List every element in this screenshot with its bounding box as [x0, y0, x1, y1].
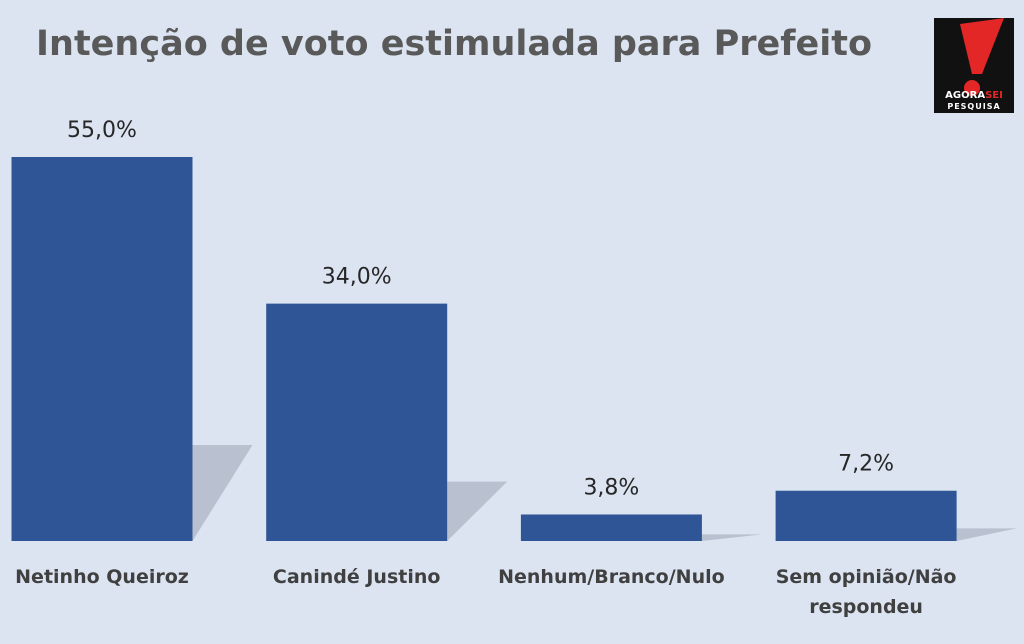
logo-brand-accent: SEI — [985, 90, 1003, 101]
value-label: 34,0% — [322, 265, 392, 290]
bar-shadow — [701, 534, 762, 541]
logo-subtitle: PESQUISA — [947, 102, 1001, 111]
bar — [775, 490, 957, 541]
logo: AGORASEI PESQUISA — [934, 18, 1014, 113]
x-tick-label: Nenhum/Branco/Nulo — [498, 566, 725, 588]
x-tick-label: Canindé Justino — [272, 566, 441, 588]
bar-shadow — [447, 481, 508, 541]
value-label: 3,8% — [583, 475, 639, 500]
bar-shadow — [956, 528, 1017, 541]
x-tick-label: Netinho Queiroz — [15, 566, 189, 588]
x-tick-label: Sem opinião/Não respondeu — [775, 566, 957, 618]
bar — [266, 303, 448, 541]
logo-brand-text: AGORA — [945, 90, 986, 101]
logo-mark — [960, 18, 1004, 96]
value-label: 55,0% — [67, 118, 137, 143]
value-label: 7,2% — [838, 452, 894, 477]
bar — [520, 514, 702, 541]
chart-title: Intenção de voto estimulada para Prefeit… — [36, 24, 873, 64]
bar — [11, 157, 193, 541]
logo-brand: AGORASEI — [934, 90, 1014, 101]
bar-shadow — [192, 445, 253, 541]
